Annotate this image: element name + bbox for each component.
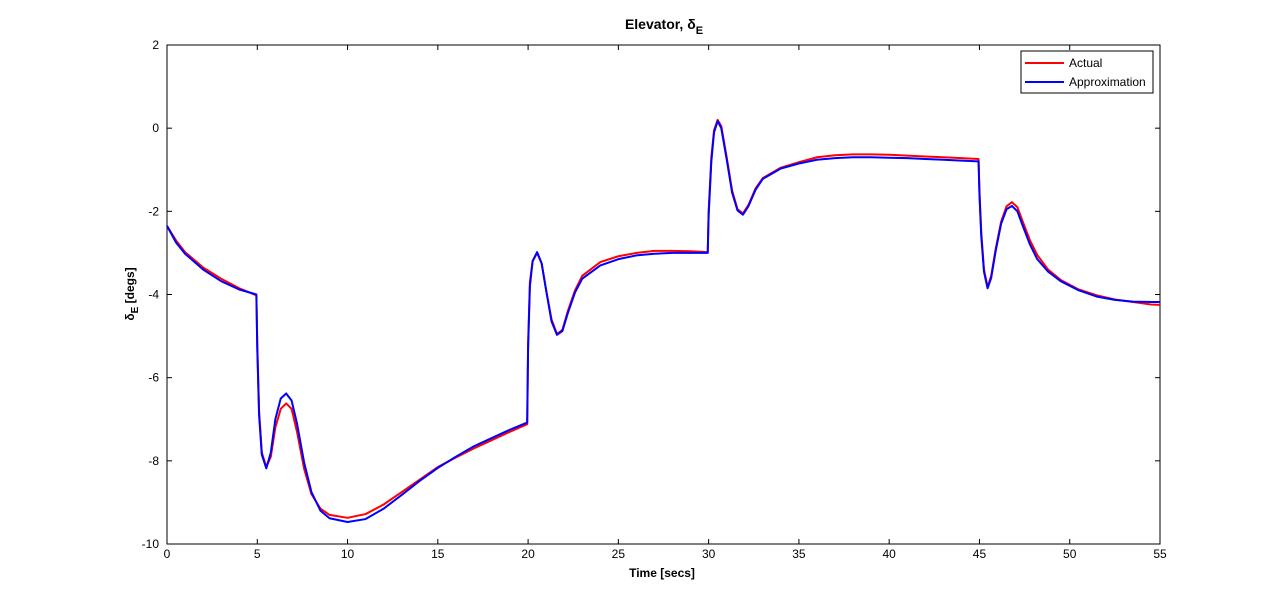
legend-label-actual: Actual — [1069, 56, 1102, 70]
x-axis-label: Time [secs] — [629, 566, 695, 580]
x-tick-label: 5 — [254, 547, 261, 561]
y-tick-label: 2 — [152, 38, 159, 52]
y-tick-label: -8 — [148, 454, 159, 468]
y-tick-label: -4 — [148, 288, 159, 302]
x-tick-label: 0 — [164, 547, 171, 561]
y-tick-label: -2 — [148, 204, 159, 218]
series-line-approximation — [166, 120, 1160, 523]
y-axis-label: δE [degs] — [123, 267, 141, 320]
y-tick-label: -10 — [142, 537, 160, 551]
y-axis-label-suffix: [degs] — [123, 267, 137, 306]
series-lines — [166, 118, 1161, 523]
x-tick-label: 30 — [702, 547, 716, 561]
x-tick-label: 20 — [521, 547, 535, 561]
chart-title: Elevator, δE — [625, 16, 703, 37]
x-tick-label: 35 — [792, 547, 806, 561]
x-tick-label: 40 — [883, 547, 897, 561]
x-tick-label: 25 — [612, 547, 626, 561]
y-axis-label-subscript: E — [130, 306, 141, 313]
y-axis: -10 -8 -6 -4 -2 0 2 — [142, 38, 1160, 551]
x-axis: 0 5 10 15 20 25 30 35 40 45 50 55 — [164, 45, 1167, 561]
x-tick-label: 10 — [341, 547, 355, 561]
legend: Actual Approximation — [1020, 50, 1154, 94]
x-tick-label: 15 — [431, 547, 445, 561]
x-tick-label: 45 — [973, 547, 987, 561]
y-tick-label: 0 — [152, 121, 159, 135]
x-tick-label: 50 — [1063, 547, 1077, 561]
plot-area — [166, 44, 1161, 545]
legend-box — [1020, 50, 1154, 94]
chart-title-subscript: E — [696, 25, 703, 37]
legend-label-approximation: Approximation — [1069, 75, 1146, 89]
x-tick-label: 55 — [1153, 547, 1167, 561]
y-tick-label: -6 — [148, 371, 159, 385]
